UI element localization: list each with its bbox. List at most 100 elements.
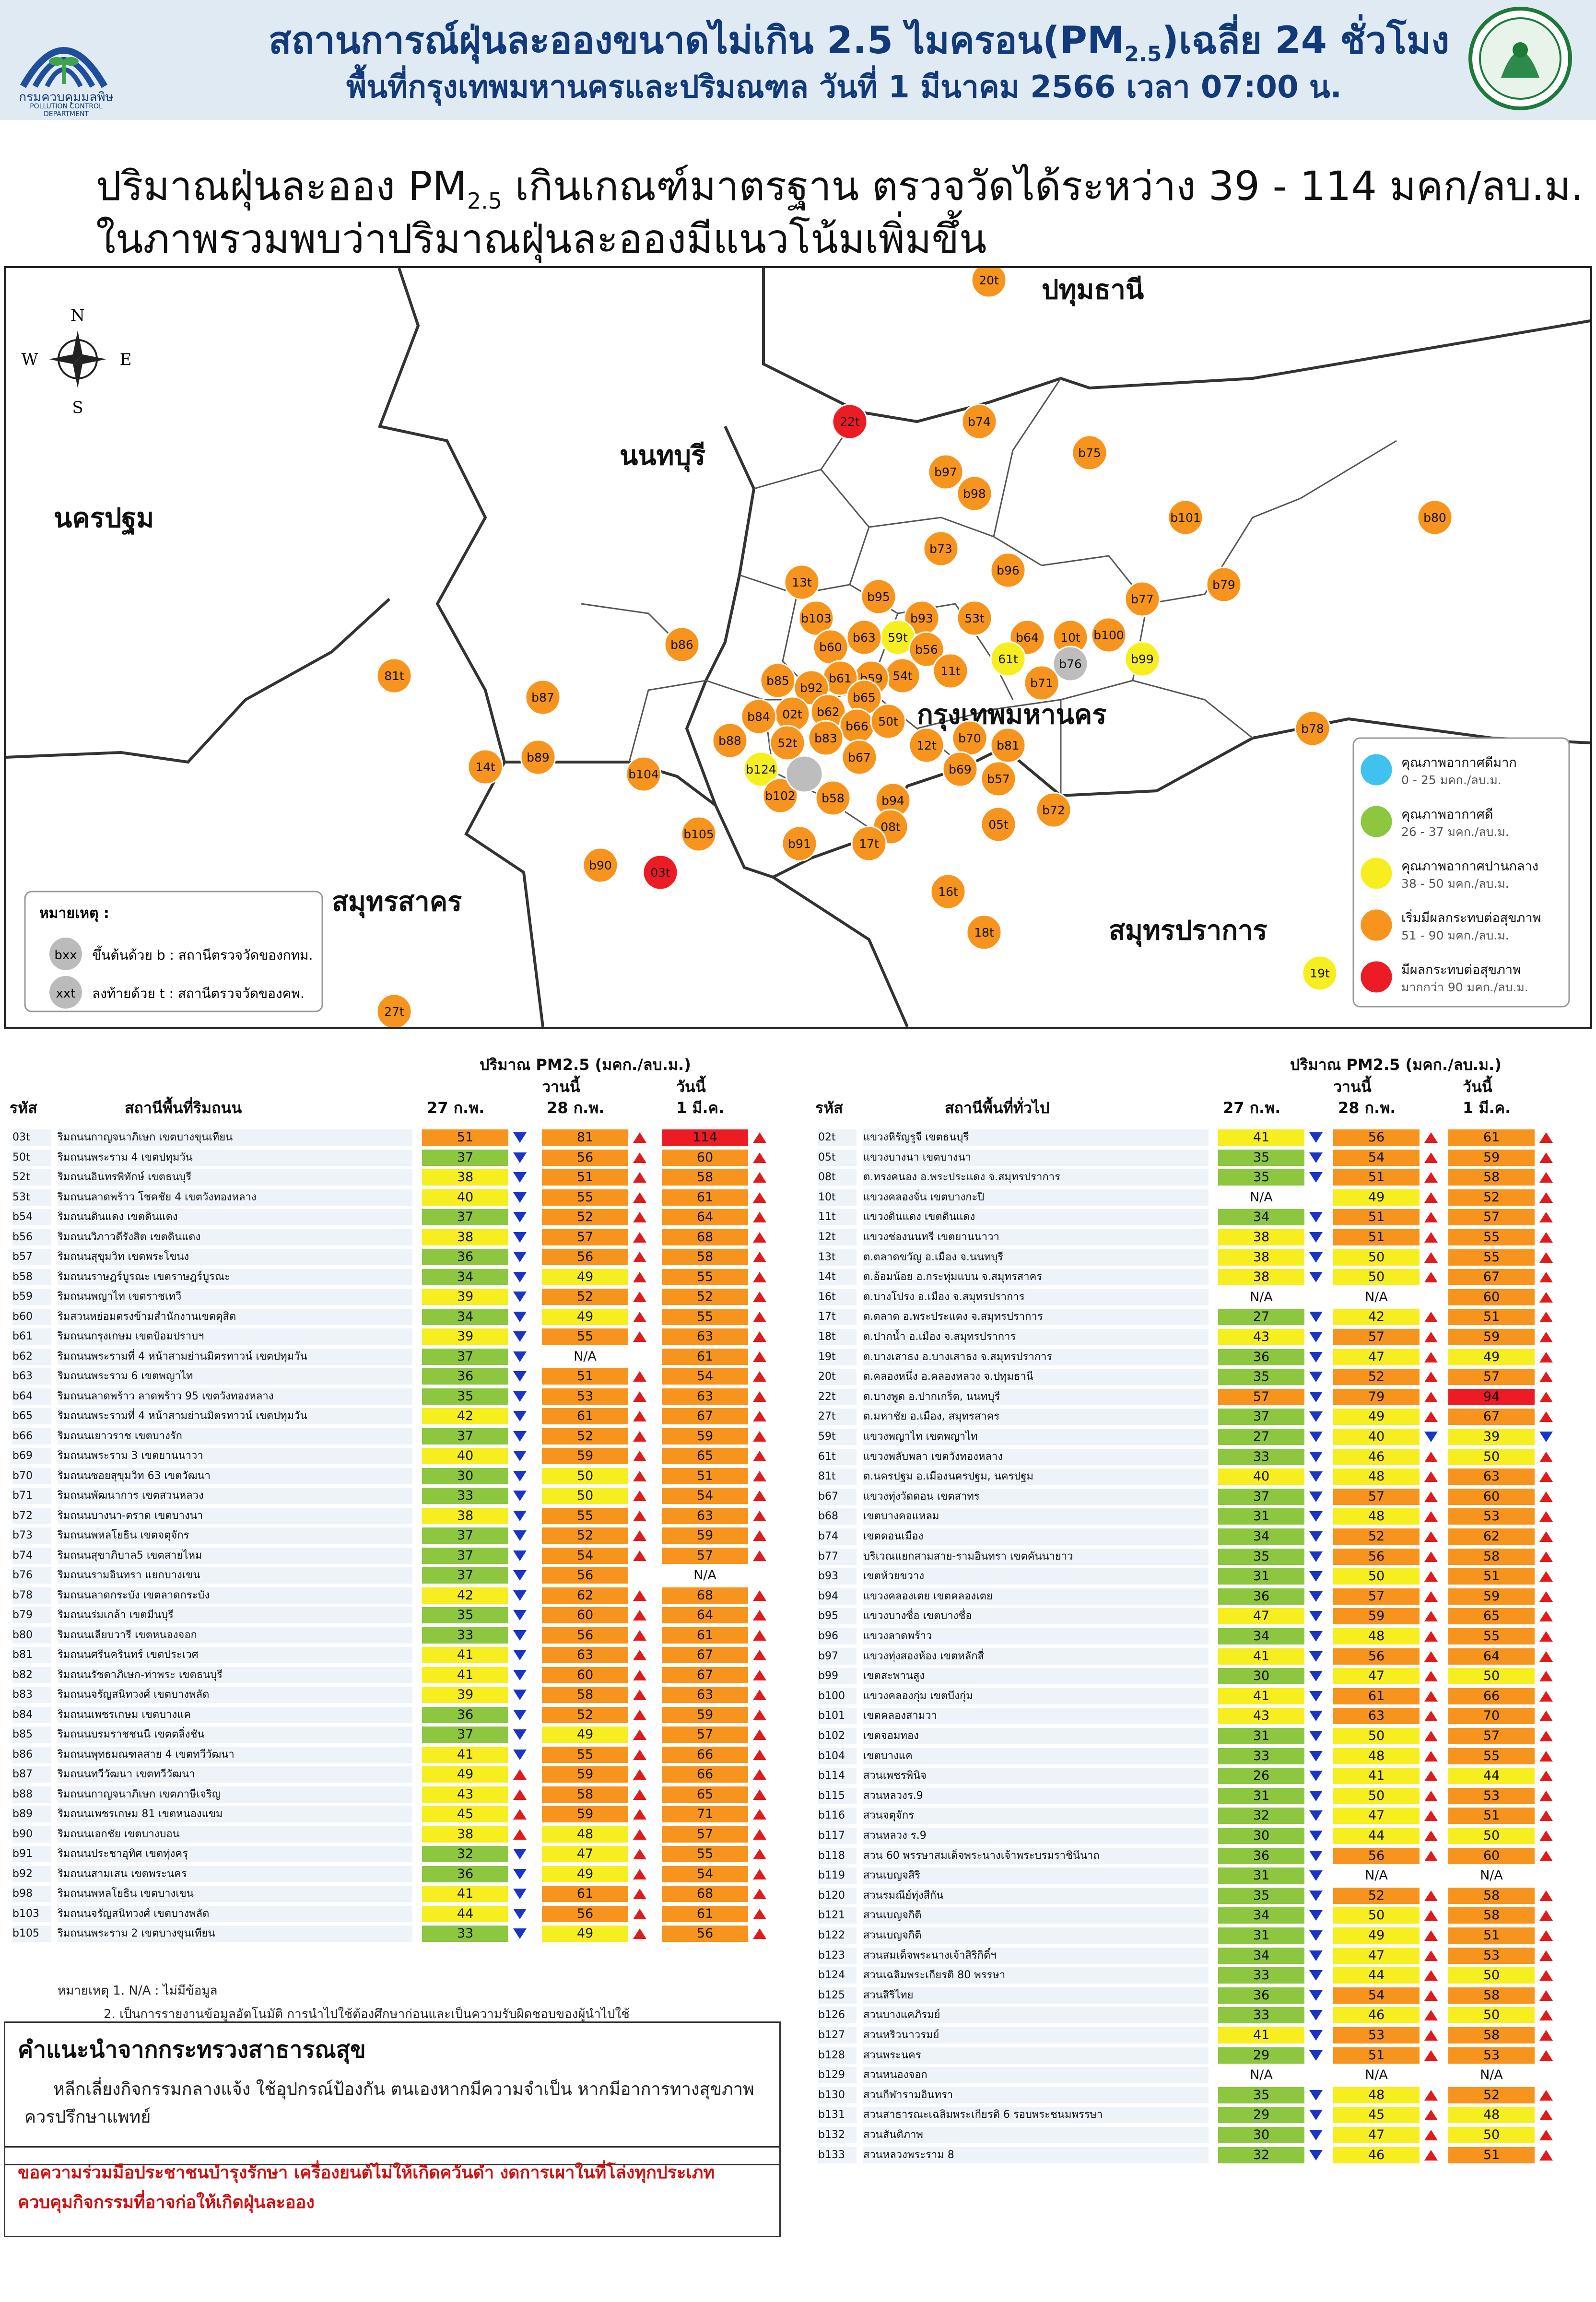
station-name: ริมถนนลาดพร้าว โชคชัย 4 เขตวังทองหลาง [58, 1189, 412, 1206]
value-27feb: 35 [1218, 1369, 1304, 1386]
value-27feb: 51 [422, 1129, 508, 1146]
station-name: ต.ตลาดขวัญ อ.เมือง จ.นนทบุรี [863, 1249, 1209, 1266]
station-code: b114 [818, 1768, 857, 1785]
station-label: b66 [845, 719, 868, 733]
value-1mar: 56 [662, 1926, 748, 1942]
trend-up-icon [753, 1252, 766, 1262]
station-name: สวนสาธารณะเฉลิมพระเกียรติ 6 รอบพระชนมพรร… [863, 2107, 1209, 2124]
station-name: สวนหลวงร.9 [863, 1787, 1209, 1804]
station-name: แขวงบางซื่อ เขตบางซื่อ [863, 1608, 1209, 1625]
legend-swatch [1359, 752, 1394, 787]
value-27feb: 33 [1218, 2007, 1304, 2024]
trend-up-icon [1539, 1611, 1553, 1622]
value-1mar: 58 [662, 1169, 748, 1186]
station-label: b64 [1016, 631, 1039, 645]
value-1mar: 63 [662, 1328, 748, 1345]
value-27feb: 34 [1218, 1528, 1304, 1545]
station-name: ริมถนนศรีนครินทร์ เขตประเวศ [58, 1647, 412, 1663]
station-label: b56 [915, 643, 938, 657]
value-27feb: 33 [1218, 1967, 1304, 1984]
trend-up-icon [633, 1669, 646, 1680]
trend-up-icon [633, 1252, 646, 1262]
trend-up-icon [753, 1709, 766, 1720]
station-label: 17t [859, 837, 879, 851]
trend-up-icon [753, 1271, 766, 1282]
table-date2-header: 28 ก.พ. [547, 1099, 605, 1117]
station-code: b129 [818, 2067, 857, 2084]
value-27feb: 35 [1218, 1169, 1304, 1186]
table-date1-header: 27 ก.พ. [427, 1099, 485, 1117]
trend-up-icon [1539, 1591, 1553, 1602]
table-row: 11t แขวงดินแดง เขตดินแดง 34 51 57 [806, 1209, 1596, 1226]
trend-up-icon [753, 1311, 766, 1322]
station-marker [625, 756, 662, 792]
station-code: b92 [12, 1866, 51, 1882]
value-1mar: 50 [1448, 2007, 1535, 2024]
trend-up-icon [753, 1451, 766, 1461]
table-row: b61 ริมถนนกรุงเกษม เขตป้อมปราบฯ 39 55 63 [0, 1328, 777, 1345]
trend-up-icon [1424, 1212, 1438, 1223]
table-row: b95 แขวงบางซื่อ เขตบางซื่อ 47 59 65 [806, 1608, 1596, 1625]
trend-up-icon [753, 1669, 766, 1680]
value-27feb: 36 [1218, 1588, 1304, 1605]
value-1mar: 63 [1448, 1468, 1535, 1485]
value-28feb: 79 [1333, 1388, 1420, 1405]
table-row: b72 ริมถนนบางนา-ตราด เขตบางนา 38 55 63 [0, 1507, 777, 1524]
trend-up-icon [633, 1650, 646, 1660]
trend-up-icon [1424, 1671, 1438, 1682]
station-code: b54 [12, 1209, 51, 1225]
value-1mar: 59 [1448, 1329, 1535, 1345]
value-27feb: 27 [1218, 1429, 1304, 1445]
value-27feb: 37 [422, 1527, 508, 1544]
value-27feb: 30 [1218, 2127, 1304, 2143]
station-label: 50t [878, 715, 898, 728]
station-code: b116 [818, 1808, 857, 1824]
table-row: 81t ต.นครปฐม อ.เมืองนครปฐม, นครปฐม 40 48 63 [806, 1468, 1596, 1485]
trend-up-icon [1539, 1651, 1553, 1662]
value-27feb: 37 [422, 1567, 508, 1584]
province-label-nakhonpathom: นครปฐม [54, 503, 154, 535]
trend-up-icon [633, 1232, 646, 1243]
value-28feb: 51 [1333, 1209, 1420, 1226]
station-code: 81t [818, 1468, 857, 1485]
table-row: 59t แขวงพญาไท เขตพญาไท 27 40 39 [806, 1429, 1596, 1445]
value-28feb: 52 [542, 1527, 628, 1544]
station-label: 81t [384, 669, 404, 683]
trend-up-icon [1539, 1671, 1553, 1682]
station-name: สวนพระนคร [863, 2047, 1209, 2064]
station-code: b128 [818, 2047, 857, 2064]
station-name: ริมถนนร่มเกล้า เขตมีนบุรี [58, 1607, 412, 1623]
map-note-t-label: ลงท้ายด้วย t : สถานีตรวจวัดของคพ. [92, 986, 305, 1001]
value-1mar: 53 [1448, 1787, 1535, 1804]
station-code: 14t [818, 1269, 857, 1286]
station-name: แขวงทุ่งสองห้อง เขตหลักสี่ [863, 1648, 1209, 1665]
value-28feb: 52 [542, 1209, 628, 1225]
station-label: 59t [888, 631, 908, 645]
value-28feb: 56 [1333, 1129, 1420, 1146]
station-marker [1052, 646, 1089, 682]
health-advice-box: คำแนะนำจากกระทรวงสาธารณสุข หลีกเลี่ยงกิจ… [4, 2021, 781, 2165]
table-row: b63 ริมถนนพระราม 6 เขตพญาไท 36 51 54 [0, 1368, 777, 1385]
station-label: b75 [1078, 446, 1101, 460]
table-date3-header: 1 มี.ค. [676, 1099, 725, 1117]
value-28feb: N/A [1333, 1867, 1420, 1884]
trend-down-icon [513, 1570, 527, 1581]
station-code: 27t [818, 1409, 857, 1425]
trend-down-icon [513, 1491, 527, 1501]
station-code: b83 [12, 1687, 51, 1703]
value-27feb: 31 [1218, 1728, 1304, 1744]
trend-down-icon [1309, 1651, 1323, 1662]
trend-up-icon [633, 1690, 646, 1700]
station-name: สวนเบญจกิติ [863, 1927, 1209, 1944]
station-name: ต.บางโปรง อ.เมือง จ.สมุทรปราการ [863, 1289, 1209, 1305]
value-1mar: 57 [662, 1547, 748, 1564]
value-1mar: 60 [1448, 1289, 1535, 1305]
trend-up-icon [1539, 1930, 1553, 1941]
value-1mar: 65 [1448, 1608, 1535, 1625]
value-1mar: 68 [662, 1229, 748, 1245]
station-name: แขวงทุ่งวัดดอน เขตสาทร [863, 1488, 1209, 1505]
value-1mar: 58 [1448, 2027, 1535, 2044]
trend-down-icon [513, 1470, 527, 1481]
value-27feb: 31 [1218, 1568, 1304, 1585]
station-name: ริมถนนเยาวราช เขตบางรัก [58, 1428, 412, 1445]
